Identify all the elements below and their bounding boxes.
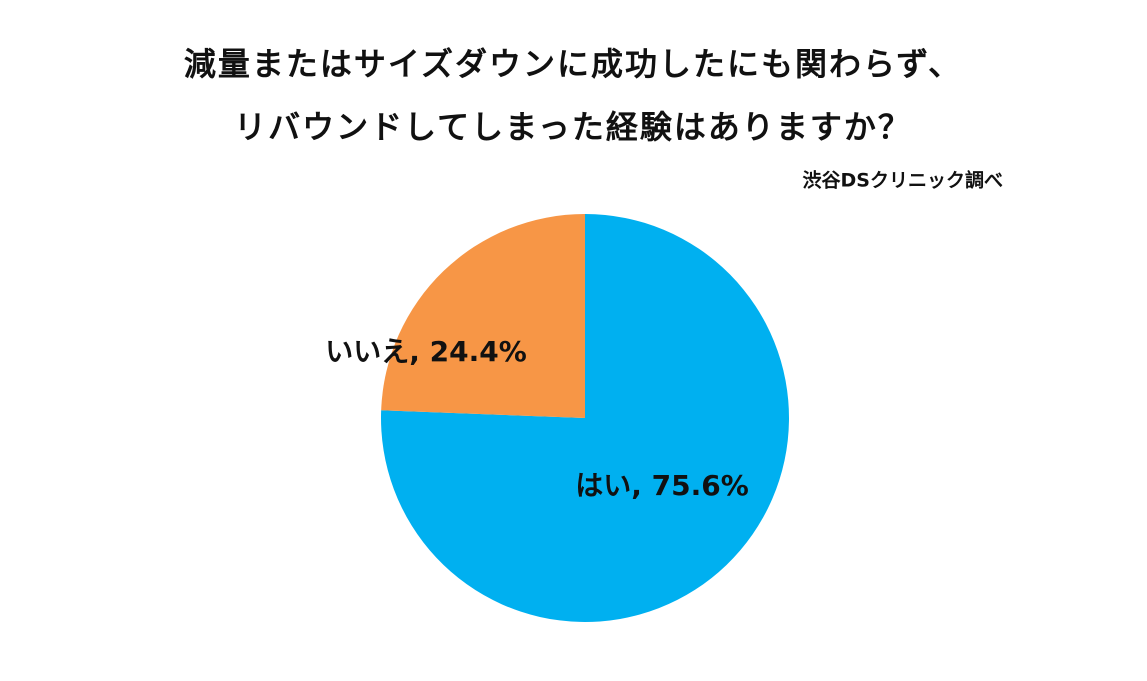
data-label: はい, 75.6%	[575, 469, 749, 502]
chart-title: リバウンドしてしまった経験はありますか？	[234, 108, 912, 146]
pie-slice	[381, 214, 585, 418]
pie-slice	[381, 214, 790, 622]
chart-title: 減量またはサイズダウンに成功したにも関わらず、	[184, 45, 962, 83]
data-label: いいえ, 24.4%	[325, 335, 527, 368]
chart-subtitle: 渋谷DSクリニック調べ	[803, 169, 1003, 192]
